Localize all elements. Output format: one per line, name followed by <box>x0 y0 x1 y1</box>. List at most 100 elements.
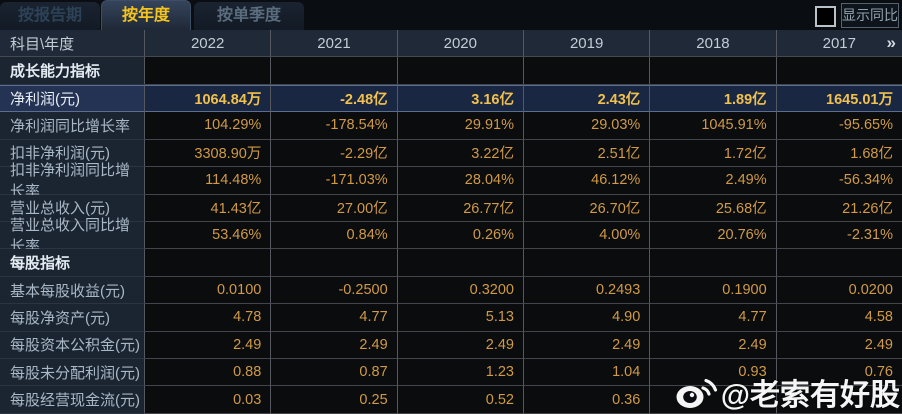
cell-value: 0.2493 <box>523 276 651 305</box>
tab-by-quarter[interactable]: 按单季度 <box>194 2 304 30</box>
cell-value: 0.1900 <box>650 276 777 305</box>
cell-value: 27.00亿 <box>271 194 398 222</box>
table-row[interactable]: 营业总收入(元) 41.43亿 27.00亿 26.77亿 26.70亿 25.68亿 21… <box>0 194 902 222</box>
cell-value <box>271 249 398 277</box>
table-row[interactable]: 净利润同比增长率 104.29% -178.54% 29.91% 29.03% 1045.… <box>0 112 902 140</box>
cell-value <box>397 57 524 85</box>
cell-value: 4.90 <box>523 304 651 332</box>
cell-value: 0.03 <box>145 386 272 414</box>
row-label: 营业总收入同比增长率 <box>0 217 145 255</box>
cell-value: 53.46% <box>145 221 272 250</box>
cell-value: -178.54% <box>271 112 398 140</box>
cell-value: 2.49 <box>650 331 777 360</box>
cell-value: 0.88 <box>145 359 272 387</box>
cell-value: 29.03% <box>523 112 651 140</box>
table-row[interactable]: 每股净资产(元) 4.78 4.77 5.13 4.90 4.77 4.58 <box>0 304 902 332</box>
cell-value: 2.43亿 <box>523 84 651 113</box>
cell-value <box>776 249 902 277</box>
more-years-chevron-icon[interactable]: » <box>886 33 896 53</box>
row-label: 净利润同比增长率 <box>0 112 145 140</box>
cell-value: 3.16亿 <box>397 84 524 113</box>
cell-value: 4.77 <box>271 304 398 332</box>
table-row[interactable]: 基本每股收益(元) 0.0100 -0.2500 0.3200 0.2493 0.1900… <box>0 276 902 305</box>
cell-value: 0.36 <box>523 386 651 414</box>
cell-value <box>145 57 272 85</box>
table-row[interactable]: 扣非净利润同比增长率 114.48% -171.03% 28.04% 46.12% 2.4… <box>0 162 902 200</box>
cell-value: 2.49 <box>397 331 524 360</box>
corner-header: 科目\年度 <box>0 30 145 58</box>
row-label: 扣非净利润同比增长率 <box>0 162 145 200</box>
show-yoy-checkbox[interactable] <box>815 6 836 27</box>
cell-value: 0.0100 <box>145 276 272 305</box>
cell-value: -0.2500 <box>271 276 398 305</box>
show-yoy-label[interactable]: 显示同比 <box>841 3 899 28</box>
cell-value: 4.58 <box>776 304 902 332</box>
cell-value <box>397 249 524 277</box>
cell-value: 4.78 <box>145 304 272 332</box>
cell-value: 1.68亿 <box>776 139 902 168</box>
row-label: 每股经营现金流(元) <box>0 386 145 414</box>
cell-value: 2.49 <box>145 331 272 360</box>
cell-value: -56.34% <box>776 167 902 195</box>
cell-value: 1.04 <box>523 359 651 387</box>
cell-value: 2.51亿 <box>523 139 651 168</box>
cell-value: 0.25 <box>271 386 398 414</box>
cell-value: 0.3200 <box>397 276 524 305</box>
row-label: 净利润(元) <box>0 84 145 113</box>
row-label: 扣非净利润(元) <box>0 139 145 168</box>
cell-value: -2.31% <box>776 221 902 250</box>
cell-value <box>650 249 777 277</box>
cell-value: 2.49 <box>271 331 398 360</box>
row-label: 基本每股收益(元) <box>0 276 145 305</box>
cell-value: 4.00% <box>523 221 651 250</box>
year-column-label: 2017 <box>822 34 856 52</box>
year-column-header: 2020 <box>397 30 524 58</box>
tab-by-report-period[interactable]: 按报告期 <box>0 2 100 30</box>
row-label: 每股资本公积金(元) <box>0 331 145 360</box>
table-row[interactable]: 净利润(元) 1064.84万 -2.48亿 3.16亿 2.43亿 1.89亿 1645.… <box>0 84 902 113</box>
cell-value: -2.48亿 <box>271 84 398 113</box>
cell-value <box>523 57 651 85</box>
table-row[interactable]: 扣非净利润(元) 3308.90万 -2.29亿 3.22亿 2.51亿 1.72亿 1.6… <box>0 139 902 168</box>
cell-value: 0.87 <box>271 359 398 387</box>
row-label: 营业总收入(元) <box>0 194 145 222</box>
section-header-row: 成长能力指标 <box>0 57 902 85</box>
cell-value <box>523 249 651 277</box>
cell-value <box>650 386 777 414</box>
row-label: 每股指标 <box>0 249 145 277</box>
tab-by-year[interactable]: 按年度 <box>101 0 191 30</box>
cell-value: -2.29亿 <box>271 139 398 168</box>
cell-value: 46.12% <box>523 167 651 195</box>
cell-value: 21.26亿 <box>776 194 902 222</box>
cell-value: 1.89亿 <box>650 84 777 113</box>
table-row[interactable]: 每股经营现金流(元) 0.03 0.25 0.52 0.36 <box>0 386 902 414</box>
cell-value: 4.77 <box>650 304 777 332</box>
year-column-header: 2017 » <box>776 30 902 58</box>
cell-value: 0.84% <box>271 221 398 250</box>
cell-value <box>650 57 777 85</box>
cell-value: 26.70亿 <box>523 194 651 222</box>
row-label: 每股未分配利润(元) <box>0 359 145 387</box>
year-column-header: 2018 <box>650 30 777 58</box>
table-row[interactable]: 每股资本公积金(元) 2.49 2.49 2.49 2.49 2.49 2.49 <box>0 331 902 360</box>
cell-value: 3308.90万 <box>145 139 272 168</box>
cell-value: 25.68亿 <box>650 194 777 222</box>
cell-value: 0.26% <box>397 221 524 250</box>
cell-value: 2.49% <box>650 167 777 195</box>
cell-value: 29.91% <box>397 112 524 140</box>
cell-value: 1.23 <box>397 359 524 387</box>
cell-value: 0.76 <box>776 359 902 387</box>
cell-value: 1645.01万 <box>776 84 902 113</box>
year-column-header: 2022 <box>145 30 272 58</box>
table-row[interactable]: 每股未分配利润(元) 0.88 0.87 1.23 1.04 0.93 0.76 <box>0 359 902 387</box>
cell-value: 20.76% <box>650 221 777 250</box>
row-label: 成长能力指标 <box>0 57 145 85</box>
cell-value: 3.22亿 <box>397 139 524 168</box>
cell-value: 104.29% <box>145 112 272 140</box>
cell-value: 0.0200 <box>776 276 902 305</box>
cell-value: 114.48% <box>145 167 272 195</box>
table-row[interactable]: 营业总收入同比增长率 53.46% 0.84% 0.26% 4.00% 20.76% -2.… <box>0 217 902 255</box>
cell-value: 41.43亿 <box>145 194 272 222</box>
cell-value: 2.49 <box>776 331 902 360</box>
